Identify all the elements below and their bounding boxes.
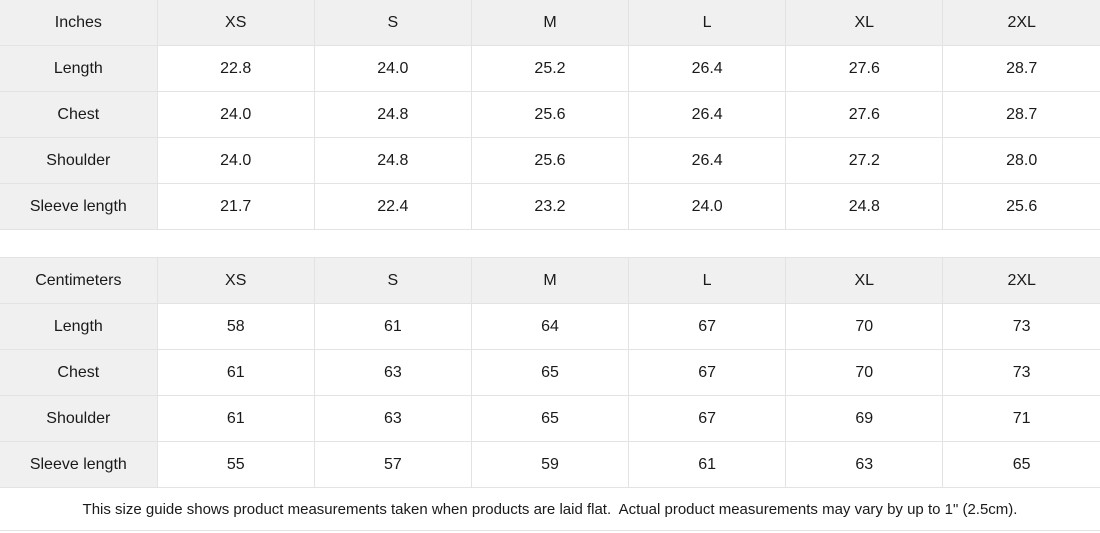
measurement-cell: 58 <box>156 303 315 350</box>
measurement-cell: 23.2 <box>470 183 630 230</box>
size-table-inches: Inches XS S M L XL 2XL Length 22.8 24.0 … <box>0 0 1100 230</box>
measurement-cell: 28.0 <box>942 137 1100 184</box>
row-label-cell: Length <box>0 45 158 92</box>
measurement-cell: 70 <box>785 349 944 396</box>
measurement-cell: 26.4 <box>628 137 787 184</box>
size-header-cell: M <box>470 257 630 304</box>
measurement-cell: 71 <box>942 395 1100 442</box>
measurement-cell: 67 <box>628 303 787 350</box>
size-header-cell: S <box>313 0 472 46</box>
measurement-cell: 24.0 <box>156 91 315 138</box>
measurement-cell: 69 <box>785 395 944 442</box>
measurement-cell: 73 <box>942 303 1100 350</box>
measurement-cell: 24.0 <box>156 137 315 184</box>
measurement-cell: 59 <box>470 441 630 488</box>
measurement-cell: 70 <box>785 303 944 350</box>
size-header-cell: S <box>313 257 472 304</box>
measurement-cell: 28.7 <box>942 91 1100 138</box>
measurement-cell: 24.8 <box>313 91 472 138</box>
measurement-cell: 65 <box>470 395 630 442</box>
size-header-cell: L <box>628 257 787 304</box>
row-label-cell: Chest <box>0 349 158 396</box>
table-gap <box>0 230 1100 257</box>
row-label-cell: Length <box>0 303 158 350</box>
measurement-cell: 24.0 <box>313 45 472 92</box>
measurement-cell: 28.7 <box>942 45 1100 92</box>
measurement-cell: 73 <box>942 349 1100 396</box>
measurement-cell: 61 <box>156 395 315 442</box>
size-header-cell: 2XL <box>942 257 1100 304</box>
measurement-cell: 27.6 <box>785 91 944 138</box>
measurement-cell: 21.7 <box>156 183 315 230</box>
table-row: Length 22.8 24.0 25.2 26.4 27.6 28.7 <box>0 45 1100 92</box>
measurement-cell: 57 <box>313 441 472 488</box>
size-header-cell: XL <box>785 257 944 304</box>
row-label-cell: Shoulder <box>0 137 158 184</box>
unit-header-cell: Centimeters <box>0 257 158 304</box>
measurement-cell: 63 <box>313 395 472 442</box>
measurement-cell: 55 <box>156 441 315 488</box>
measurement-cell: 63 <box>313 349 472 396</box>
measurement-cell: 61 <box>628 441 787 488</box>
size-header-cell: XS <box>156 257 315 304</box>
measurement-cell: 25.6 <box>942 183 1100 230</box>
size-header-row-inches: Inches XS S M L XL 2XL <box>0 0 1100 46</box>
measurement-cell: 61 <box>156 349 315 396</box>
table-row: Chest 61 63 65 67 70 73 <box>0 349 1100 396</box>
row-label-cell: Shoulder <box>0 395 158 442</box>
measurement-cell: 65 <box>942 441 1100 488</box>
measurement-cell: 26.4 <box>628 45 787 92</box>
measurement-cell: 22.8 <box>156 45 315 92</box>
size-header-cell: XL <box>785 0 944 46</box>
measurement-cell: 27.2 <box>785 137 944 184</box>
unit-header-cell: Inches <box>0 0 158 46</box>
measurement-cell: 27.6 <box>785 45 944 92</box>
size-table-centimeters: Centimeters XS S M L XL 2XL Length 58 61… <box>0 257 1100 488</box>
row-label-cell: Sleeve length <box>0 441 158 488</box>
measurement-cell: 67 <box>628 349 787 396</box>
measurement-cell: 24.8 <box>313 137 472 184</box>
size-header-cell: M <box>470 0 630 46</box>
table-row: Length 58 61 64 67 70 73 <box>0 303 1100 350</box>
measurement-cell: 65 <box>470 349 630 396</box>
measurement-cell: 61 <box>313 303 472 350</box>
measurement-cell: 25.6 <box>470 137 630 184</box>
row-label-cell: Chest <box>0 91 158 138</box>
table-row: Sleeve length 21.7 22.4 23.2 24.0 24.8 2… <box>0 183 1100 230</box>
measurement-cell: 67 <box>628 395 787 442</box>
table-row: Shoulder 24.0 24.8 25.6 26.4 27.2 28.0 <box>0 137 1100 184</box>
table-row: Shoulder 61 63 65 67 69 71 <box>0 395 1100 442</box>
measurement-cell: 22.4 <box>313 183 472 230</box>
measurement-cell: 64 <box>470 303 630 350</box>
measurement-cell: 24.0 <box>628 183 787 230</box>
size-header-row-centimeters: Centimeters XS S M L XL 2XL <box>0 257 1100 304</box>
measurement-cell: 24.8 <box>785 183 944 230</box>
table-row: Sleeve length 55 57 59 61 63 65 <box>0 441 1100 488</box>
measurement-cell: 25.2 <box>470 45 630 92</box>
size-header-cell: 2XL <box>942 0 1100 46</box>
measurement-disclaimer: This size guide shows product measuremen… <box>0 488 1100 531</box>
size-header-cell: L <box>628 0 787 46</box>
measurement-cell: 25.6 <box>470 91 630 138</box>
measurement-cell: 63 <box>785 441 944 488</box>
table-row: Chest 24.0 24.8 25.6 26.4 27.6 28.7 <box>0 91 1100 138</box>
size-header-cell: XS <box>156 0 315 46</box>
row-label-cell: Sleeve length <box>0 183 158 230</box>
measurement-cell: 26.4 <box>628 91 787 138</box>
